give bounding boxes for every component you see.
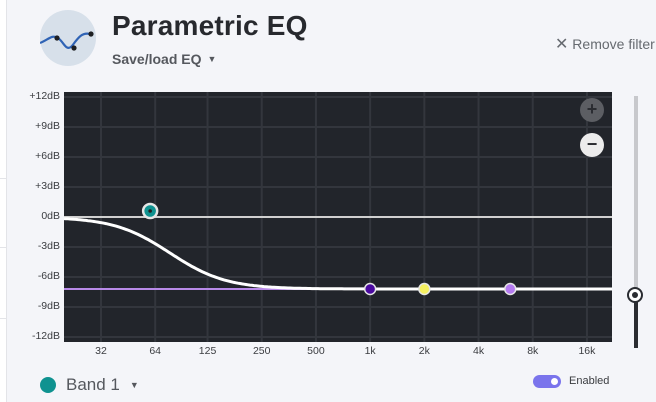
band-3-handle[interactable]: [418, 282, 431, 296]
y-axis-label: +3dB: [35, 180, 60, 192]
band-handle-center-dot: [148, 209, 152, 213]
x-axis-label: 2k: [418, 345, 430, 357]
page-title: Parametric EQ: [112, 10, 308, 41]
volume-slider-fill: [634, 294, 638, 348]
zoom-out-button[interactable]: −: [580, 133, 604, 157]
x-axis-label: 500: [307, 345, 325, 357]
remove-filter-label: Remove filter: [572, 36, 655, 52]
band-selector-dropdown[interactable]: Band 1 ▼: [40, 375, 139, 395]
y-axis-label: 0dB: [41, 210, 60, 222]
save-load-eq-dropdown[interactable]: Save/load EQ ▼: [112, 51, 216, 67]
y-axis-label: -6dB: [37, 270, 60, 282]
left-panel-edge: [0, 0, 7, 402]
x-axis-label: 250: [252, 345, 271, 357]
enabled-label: Enabled: [569, 375, 610, 387]
band-2-handle[interactable]: [363, 282, 377, 296]
caret-down-icon: ▼: [207, 54, 217, 64]
x-axis-label: 64: [149, 345, 162, 357]
band-color-dot: [40, 377, 56, 393]
y-axis-label: -12dB: [31, 330, 60, 342]
close-icon: ✕: [555, 36, 569, 53]
caret-down-icon: ▼: [129, 380, 139, 390]
y-axis-label: +12dB: [29, 90, 60, 102]
volume-slider-track[interactable]: [634, 96, 638, 348]
y-axis-label: +9dB: [35, 120, 60, 132]
eq-logo-icon: [39, 10, 96, 66]
band-label: Band 1: [66, 375, 120, 394]
remove-filter-button[interactable]: ✕ Remove filter: [555, 34, 655, 54]
save-load-label: Save/load EQ: [112, 51, 202, 67]
y-axis-label: +6dB: [35, 150, 60, 162]
x-axis-label: 32: [95, 345, 107, 357]
x-axis-label: 1k: [364, 345, 376, 357]
x-axis-label: 8k: [527, 345, 539, 357]
volume-slider-handle[interactable]: [627, 287, 643, 303]
y-axis-label: -9dB: [37, 300, 60, 312]
eq-response-curve: [63, 217, 612, 291]
y-axis-label: -3dB: [37, 240, 60, 252]
x-axis-label: 125: [198, 345, 217, 357]
x-axis-label: 16k: [578, 345, 596, 357]
band-4-handle[interactable]: [504, 282, 517, 296]
enabled-toggle[interactable]: [533, 375, 561, 388]
zoom-in-button[interactable]: +: [580, 98, 604, 122]
x-axis-label: 4k: [472, 345, 485, 357]
